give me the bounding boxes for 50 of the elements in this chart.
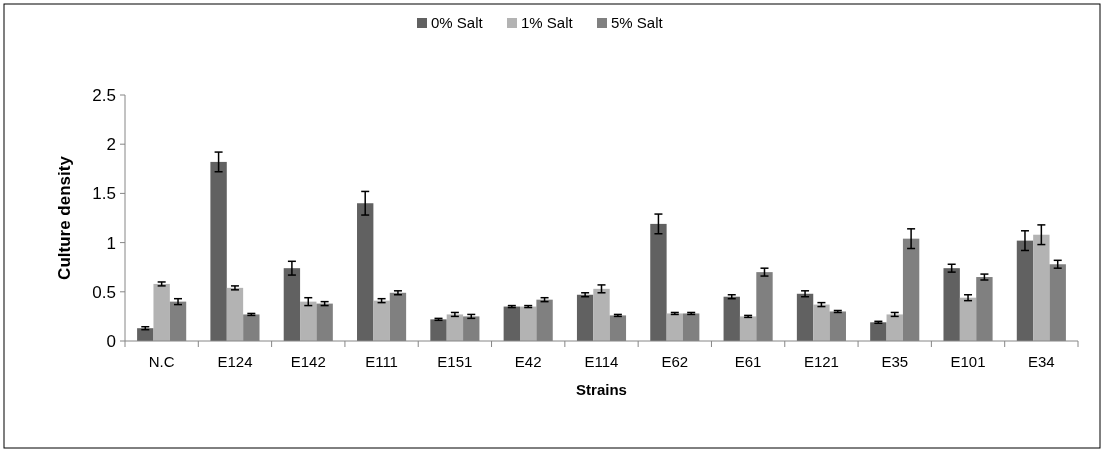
x-tick-label: E34 <box>1027 353 1055 370</box>
bar <box>813 304 830 341</box>
y-tick-label: 2 <box>106 135 116 155</box>
bar <box>210 161 227 341</box>
legend-label: 5% Salt <box>611 14 664 32</box>
x-tick-label: E142 <box>290 353 326 370</box>
x-tick-label: E124 <box>217 353 253 370</box>
x-tick-label: E62 <box>661 353 689 370</box>
bar <box>226 287 244 341</box>
bar <box>959 297 977 341</box>
bar <box>1033 234 1050 341</box>
legend-label: 0% Salt <box>431 14 484 32</box>
bar <box>503 306 521 341</box>
bar <box>593 288 610 341</box>
bar <box>300 301 317 341</box>
y-axis-title: Culture density <box>55 155 74 280</box>
bar <box>666 313 683 341</box>
x-tick-label: E111 <box>365 353 398 370</box>
y-tick-label: 0 <box>106 331 116 351</box>
bar <box>430 319 447 341</box>
bar <box>886 314 903 341</box>
x-axis-title: Strains <box>576 381 627 398</box>
y-tick-label: 1.5 <box>92 184 116 204</box>
bar <box>1016 240 1034 341</box>
y-tick-label: 1 <box>106 233 116 253</box>
legend-label: 1% Salt <box>521 14 574 32</box>
bar <box>153 283 170 341</box>
bar <box>576 294 594 341</box>
x-tick-label: E35 <box>881 353 909 370</box>
x-tick-label: E121 <box>803 353 839 370</box>
bar <box>943 268 960 341</box>
bar <box>357 203 374 341</box>
bar <box>137 328 154 341</box>
x-tick-label: E114 <box>584 353 619 370</box>
bar <box>283 268 301 341</box>
x-tick-label: E42 <box>514 353 542 370</box>
x-tick-label: E151 <box>437 353 473 370</box>
y-tick-label: 0.5 <box>92 282 116 302</box>
bar <box>870 322 887 341</box>
x-tick-label: E101 <box>950 353 986 370</box>
bar <box>650 223 667 341</box>
bar <box>796 293 814 341</box>
bar <box>723 296 740 341</box>
x-tick-label: E61 <box>734 353 762 370</box>
bar <box>373 300 390 341</box>
bar <box>446 314 464 341</box>
bar <box>739 316 757 341</box>
bar <box>520 306 537 341</box>
x-tick-label: N.C <box>148 353 175 370</box>
y-tick-label: 2.5 <box>92 85 116 105</box>
